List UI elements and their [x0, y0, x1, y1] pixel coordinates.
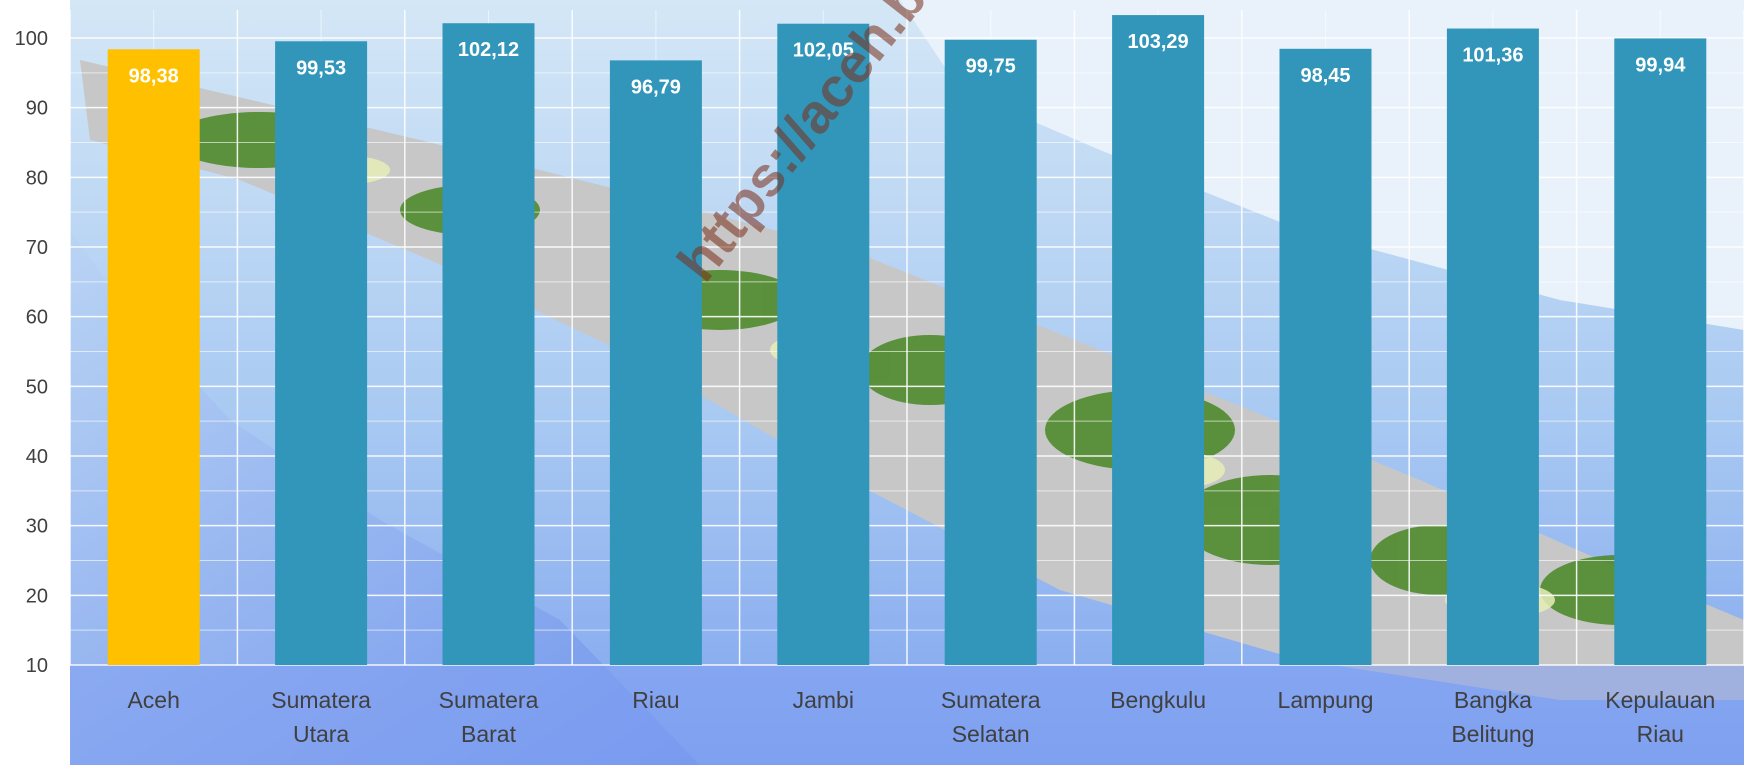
bars	[107, 15, 1707, 666]
x-tick-label: Riau	[1637, 721, 1684, 747]
bar	[1279, 48, 1372, 665]
y-tick-label: 20	[26, 585, 48, 607]
x-tick-label: Selatan	[952, 721, 1030, 747]
y-tick-label: 60	[26, 307, 48, 329]
data-label: 99,94	[1635, 54, 1686, 76]
bar	[1446, 28, 1539, 666]
y-tick-label: 40	[26, 446, 48, 468]
x-tick-label: Kepulauan	[1605, 687, 1715, 713]
bar	[609, 60, 702, 666]
data-label: 98,38	[129, 65, 179, 87]
y-tick-label: 50	[26, 376, 48, 398]
y-axis-ticks: 10 20 30 40 50 60 70 80 90 100	[15, 28, 48, 677]
y-tick-label: 80	[26, 167, 48, 189]
x-tick-label: Barat	[461, 721, 517, 747]
x-tick-label: Utara	[293, 721, 349, 747]
data-label: 102,12	[458, 39, 519, 61]
data-label: 102,05	[793, 40, 854, 62]
data-label: 99,53	[296, 57, 346, 79]
x-tick-label: Riau	[632, 687, 679, 713]
y-tick-label: 10	[26, 655, 48, 677]
bar	[1614, 38, 1707, 666]
y-tick-label: 70	[26, 237, 48, 259]
y-tick-label: 30	[26, 516, 48, 538]
x-tick-label: Sumatera	[941, 687, 1041, 713]
y-tick-label: 100	[15, 28, 48, 50]
x-tick-label: Jambi	[793, 687, 854, 713]
x-tick-label: Sumatera	[271, 687, 371, 713]
x-tick-label: Lampung	[1278, 687, 1374, 713]
x-tick-label: Sumatera	[439, 687, 539, 713]
data-label: 103,29	[1128, 31, 1189, 53]
x-tick-label: Bengkulu	[1110, 687, 1206, 713]
x-tick-label: Belitung	[1451, 721, 1534, 747]
bar	[442, 23, 535, 666]
bar	[944, 39, 1037, 666]
data-label: 98,45	[1300, 65, 1350, 87]
data-label: 96,79	[631, 76, 681, 98]
data-label: 99,75	[966, 56, 1016, 78]
x-axis-ticks: Aceh Sumatera Utara Sumatera Barat Riau Jambi S…	[127, 687, 1715, 747]
bar	[777, 23, 870, 666]
bar	[107, 49, 200, 665]
data-label: 101,36	[1462, 45, 1523, 67]
bar	[275, 41, 368, 665]
bar	[1112, 15, 1205, 666]
x-tick-label: Aceh	[127, 687, 179, 713]
ocean-deep-area	[70, 230, 700, 765]
y-tick-label: 90	[26, 98, 48, 120]
data-labels: 98,38 99,53 102,12 96,79 102,05 99,75 103,29 98…	[129, 31, 1687, 98]
category-band	[70, 665, 1744, 765]
x-tick-label: Bangka	[1454, 687, 1532, 713]
